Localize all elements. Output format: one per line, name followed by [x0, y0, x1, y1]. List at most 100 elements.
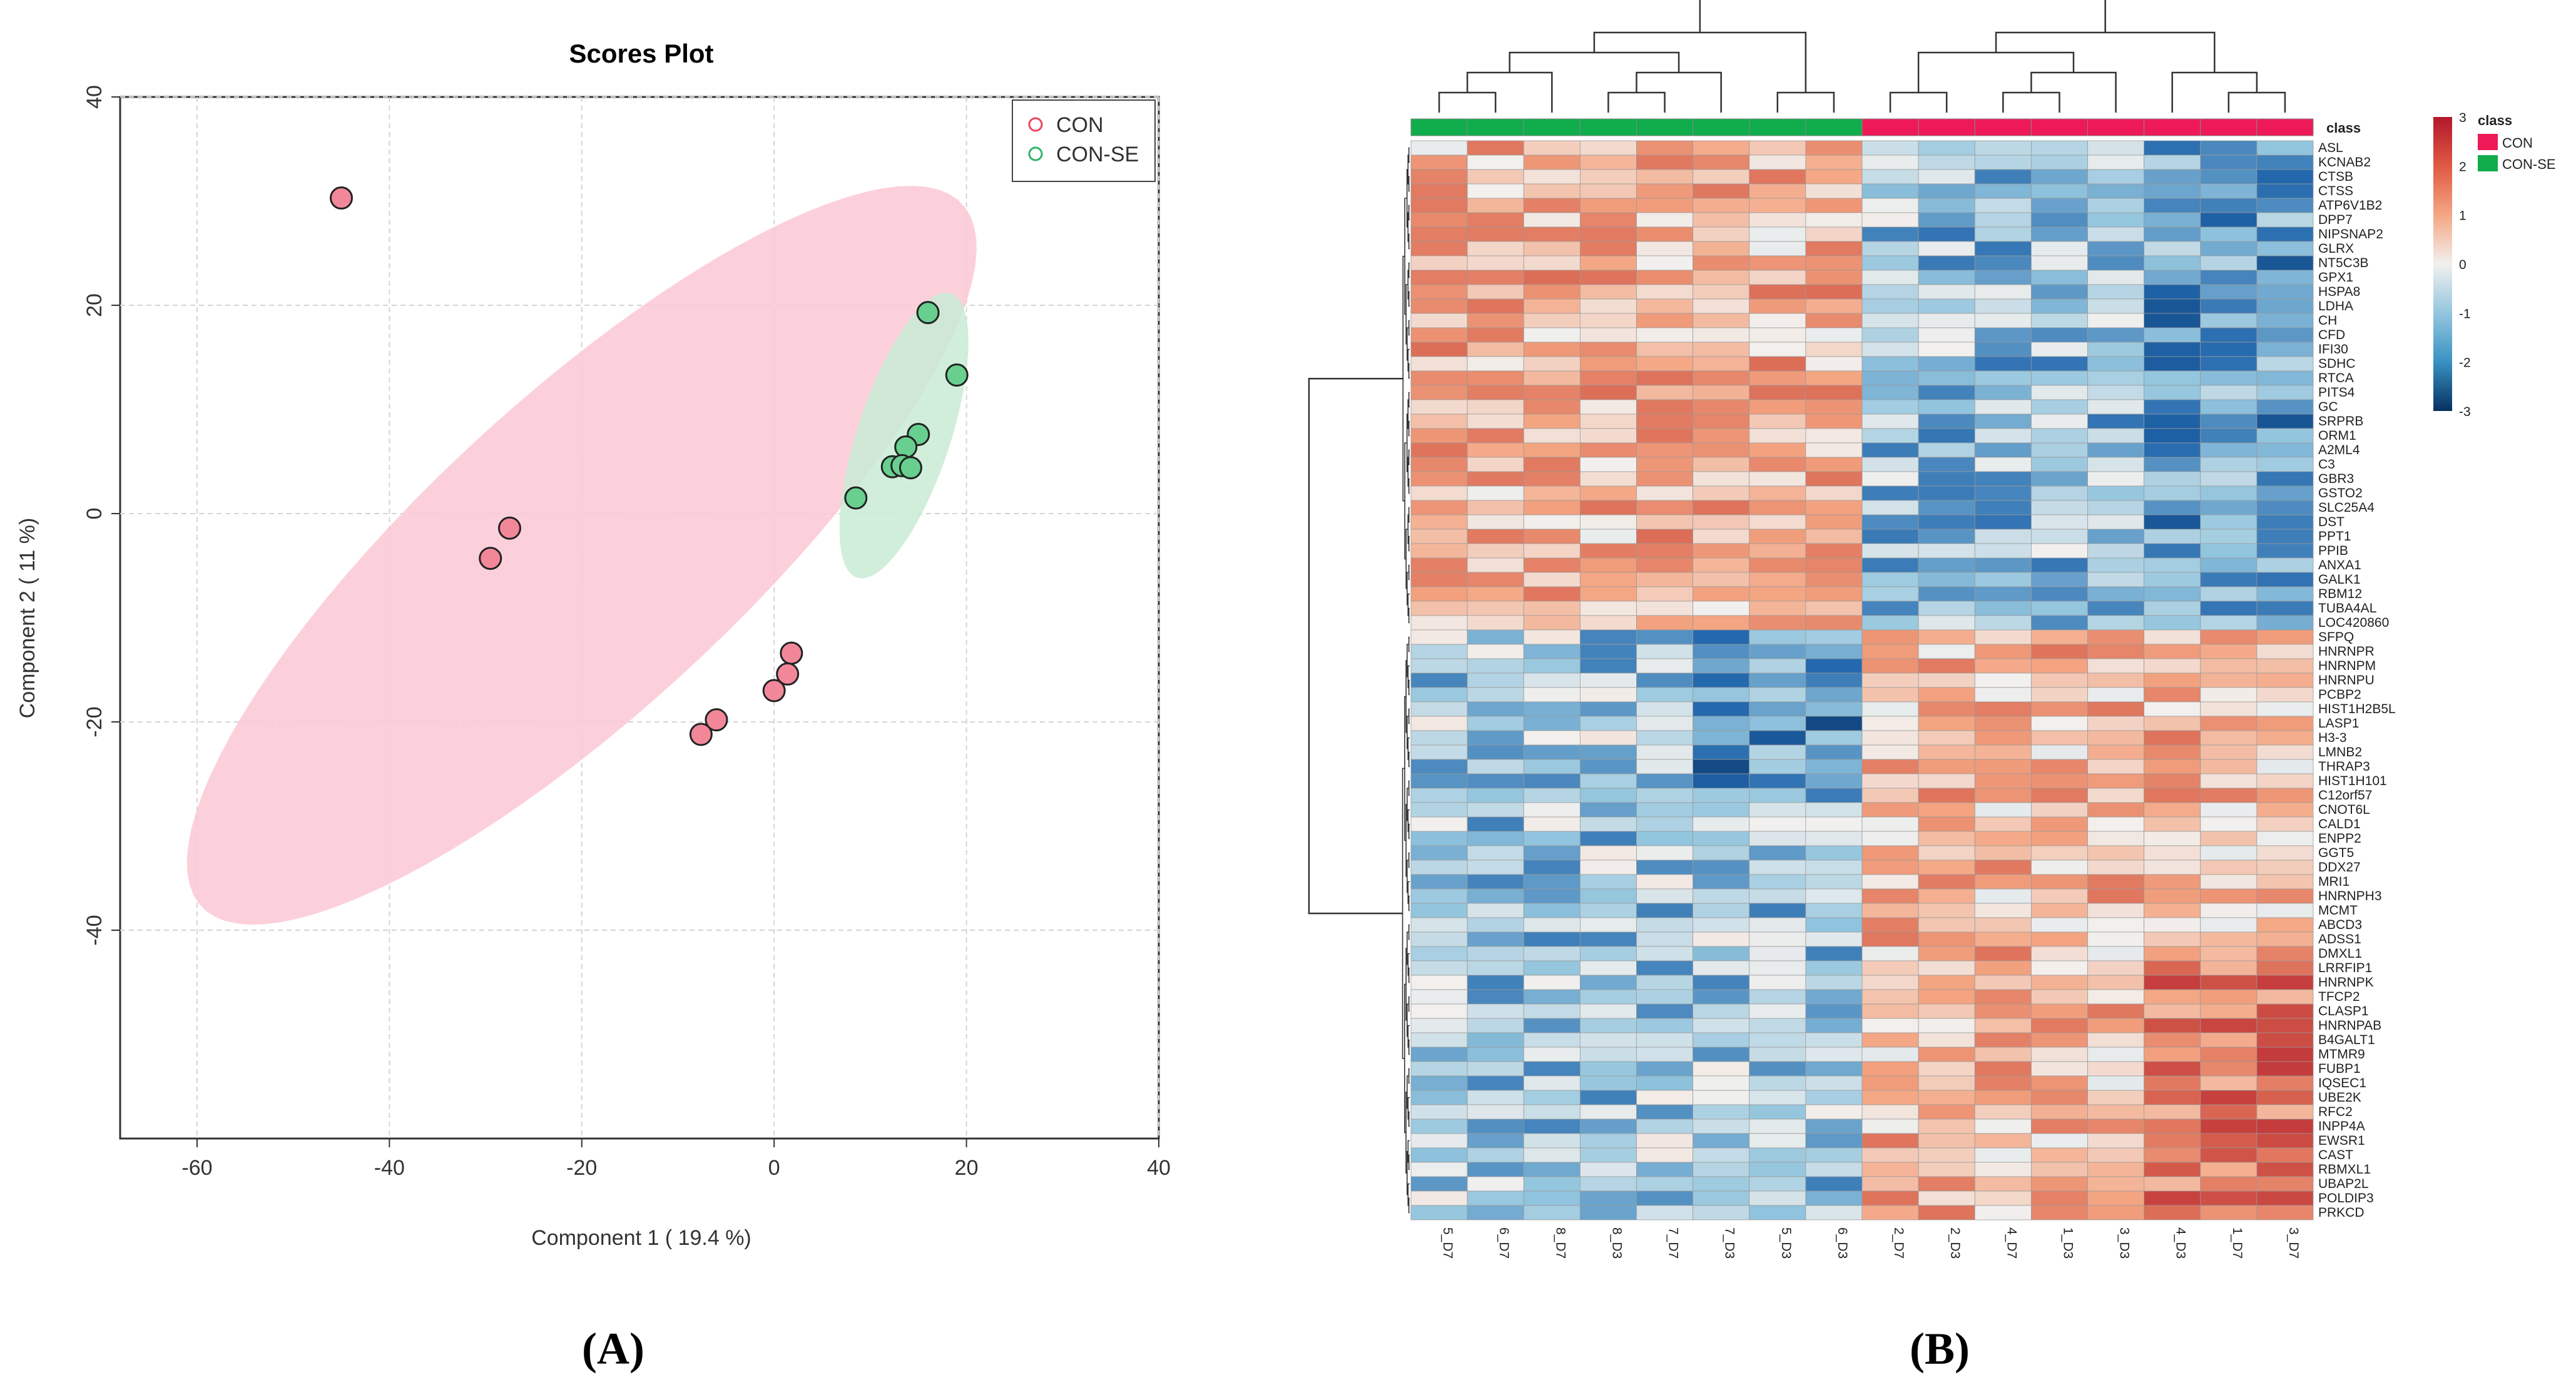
heatmap-cell — [1579, 1162, 1637, 1177]
heatmap-cell — [1918, 644, 1975, 659]
heatmap-cell — [1410, 529, 1468, 544]
gene-label: H3-3 — [2318, 731, 2347, 745]
heatmap-cell — [2144, 816, 2201, 832]
heatmap-cell — [2030, 1119, 2088, 1134]
heatmap-cell — [1805, 730, 1863, 746]
heatmap-cell — [1749, 845, 1806, 861]
gene-label: ADSS1 — [2318, 932, 2361, 946]
heatmap-cell — [1636, 255, 1694, 271]
heatmap-cell — [2200, 601, 2258, 616]
heatmap-cell — [2256, 644, 2314, 659]
heatmap-cell — [2256, 1119, 2314, 1134]
heatmap-cell — [1636, 1018, 1694, 1033]
heatmap-cell — [2200, 716, 2258, 731]
gene-label: GGT5 — [2318, 846, 2354, 860]
heatmap-cell — [1523, 1047, 1581, 1062]
heatmap-cell — [2200, 1119, 2258, 1134]
heatmap-cell — [1861, 284, 1919, 300]
heatmap-cell — [1523, 413, 1581, 429]
heatmap-cell — [1974, 744, 2032, 760]
heatmap-cell — [2200, 917, 2258, 933]
heatmap-cell — [1749, 615, 1806, 631]
heatmap-cell — [1861, 946, 1919, 961]
heatmap-cell — [1749, 183, 1806, 199]
heatmap-cell — [1861, 931, 1919, 947]
heatmap-cell — [1974, 629, 2032, 645]
heatmap-cell — [1918, 701, 1975, 717]
heatmap-cell — [1579, 888, 1637, 904]
heatmap-cell — [2030, 917, 2088, 933]
heatmap-cell — [2030, 543, 2088, 559]
heatmap-cell — [1410, 212, 1468, 228]
heatmap-cell — [1523, 1061, 1581, 1077]
heatmap-cell — [1579, 874, 1637, 890]
heatmap-cell — [1805, 644, 1863, 659]
heatmap-cell — [2087, 1147, 2145, 1163]
heatmap-cell — [2200, 946, 2258, 961]
heatmap-cell — [1579, 701, 1637, 717]
heatmap-cell — [1636, 788, 1694, 803]
heatmap-cell — [1974, 716, 2032, 731]
heatmap-cell — [1523, 831, 1581, 846]
heatmap-cell — [2256, 1018, 2314, 1033]
heatmap-cell — [1805, 1133, 1863, 1149]
heatmap-cell — [1974, 298, 2032, 314]
dendrogram-branch — [2227, 91, 2286, 113]
dendrogram-branch — [2002, 91, 2060, 113]
heatmap-cell — [2200, 356, 2258, 372]
heatmap-cell — [1918, 313, 1975, 328]
heatmap-cell — [1918, 1147, 1975, 1163]
heatmap-cell — [1410, 730, 1468, 746]
legend-con-label: CON — [1056, 113, 1104, 137]
confidence-ellipses — [186, 186, 977, 925]
class-bar-cell — [1974, 118, 2032, 136]
heatmap-cell — [2200, 860, 2258, 875]
score-point-con — [705, 708, 728, 732]
heatmap-cell — [2144, 1162, 2201, 1177]
heatmap-cell — [1636, 485, 1694, 501]
heatmap-cell — [1974, 1018, 2032, 1033]
heatmap-cell — [1974, 1176, 2032, 1192]
heatmap-cell — [1467, 471, 1524, 487]
heatmap-cell — [2087, 385, 2145, 400]
heatmap-cell — [2087, 514, 2145, 530]
heatmap-cell — [1861, 198, 1919, 213]
heatmap-cell — [1805, 313, 1863, 328]
heatmap-cell — [2030, 1032, 2088, 1048]
heatmap-cell — [1467, 831, 1524, 846]
heatmap-cell — [1974, 860, 2032, 875]
heatmap-cell — [1918, 399, 1975, 415]
heatmap-cell — [1410, 672, 1468, 688]
colorbar-tick-label: -2 — [2459, 356, 2471, 370]
heatmap-cell — [1861, 773, 1919, 789]
heatmap-cell — [2030, 500, 2088, 515]
heatmap-cell — [1861, 1047, 1919, 1062]
heatmap-cell — [1579, 255, 1637, 271]
heatmap-cell — [2144, 960, 2201, 976]
class-bar-cell — [1579, 118, 1637, 136]
heatmap-cell — [2087, 960, 2145, 976]
heatmap-cell — [1805, 888, 1863, 904]
heatmap-cell — [2144, 989, 2201, 1005]
gene-label: HNRNPAB — [2318, 1018, 2381, 1033]
heatmap-cell — [1693, 931, 1750, 947]
heatmap-cell — [2256, 1147, 2314, 1163]
gene-label: THRAP3 — [2318, 759, 2370, 774]
gene-label: FUBP1 — [2318, 1062, 2361, 1076]
heatmap-cell — [2144, 1205, 2201, 1220]
heatmap-cell — [1749, 975, 1806, 990]
heatmap-cell — [1805, 1205, 1863, 1220]
heatmap-cell — [1693, 658, 1750, 674]
heatmap-cell — [1636, 385, 1694, 400]
heatmap-cell — [1579, 529, 1637, 544]
heatmap-cell — [2087, 140, 2145, 156]
heatmap-cell — [1410, 615, 1468, 631]
heatmap-cell — [1749, 586, 1806, 602]
heatmap-cell — [2256, 327, 2314, 343]
heatmap-cell — [1523, 226, 1581, 242]
dendrogram-branch — [1408, 262, 1410, 278]
gene-label: SRPRB — [2318, 414, 2363, 429]
heatmap-cell — [1693, 155, 1750, 170]
heatmap-cell — [1523, 744, 1581, 760]
heatmap-cell — [2030, 773, 2088, 789]
